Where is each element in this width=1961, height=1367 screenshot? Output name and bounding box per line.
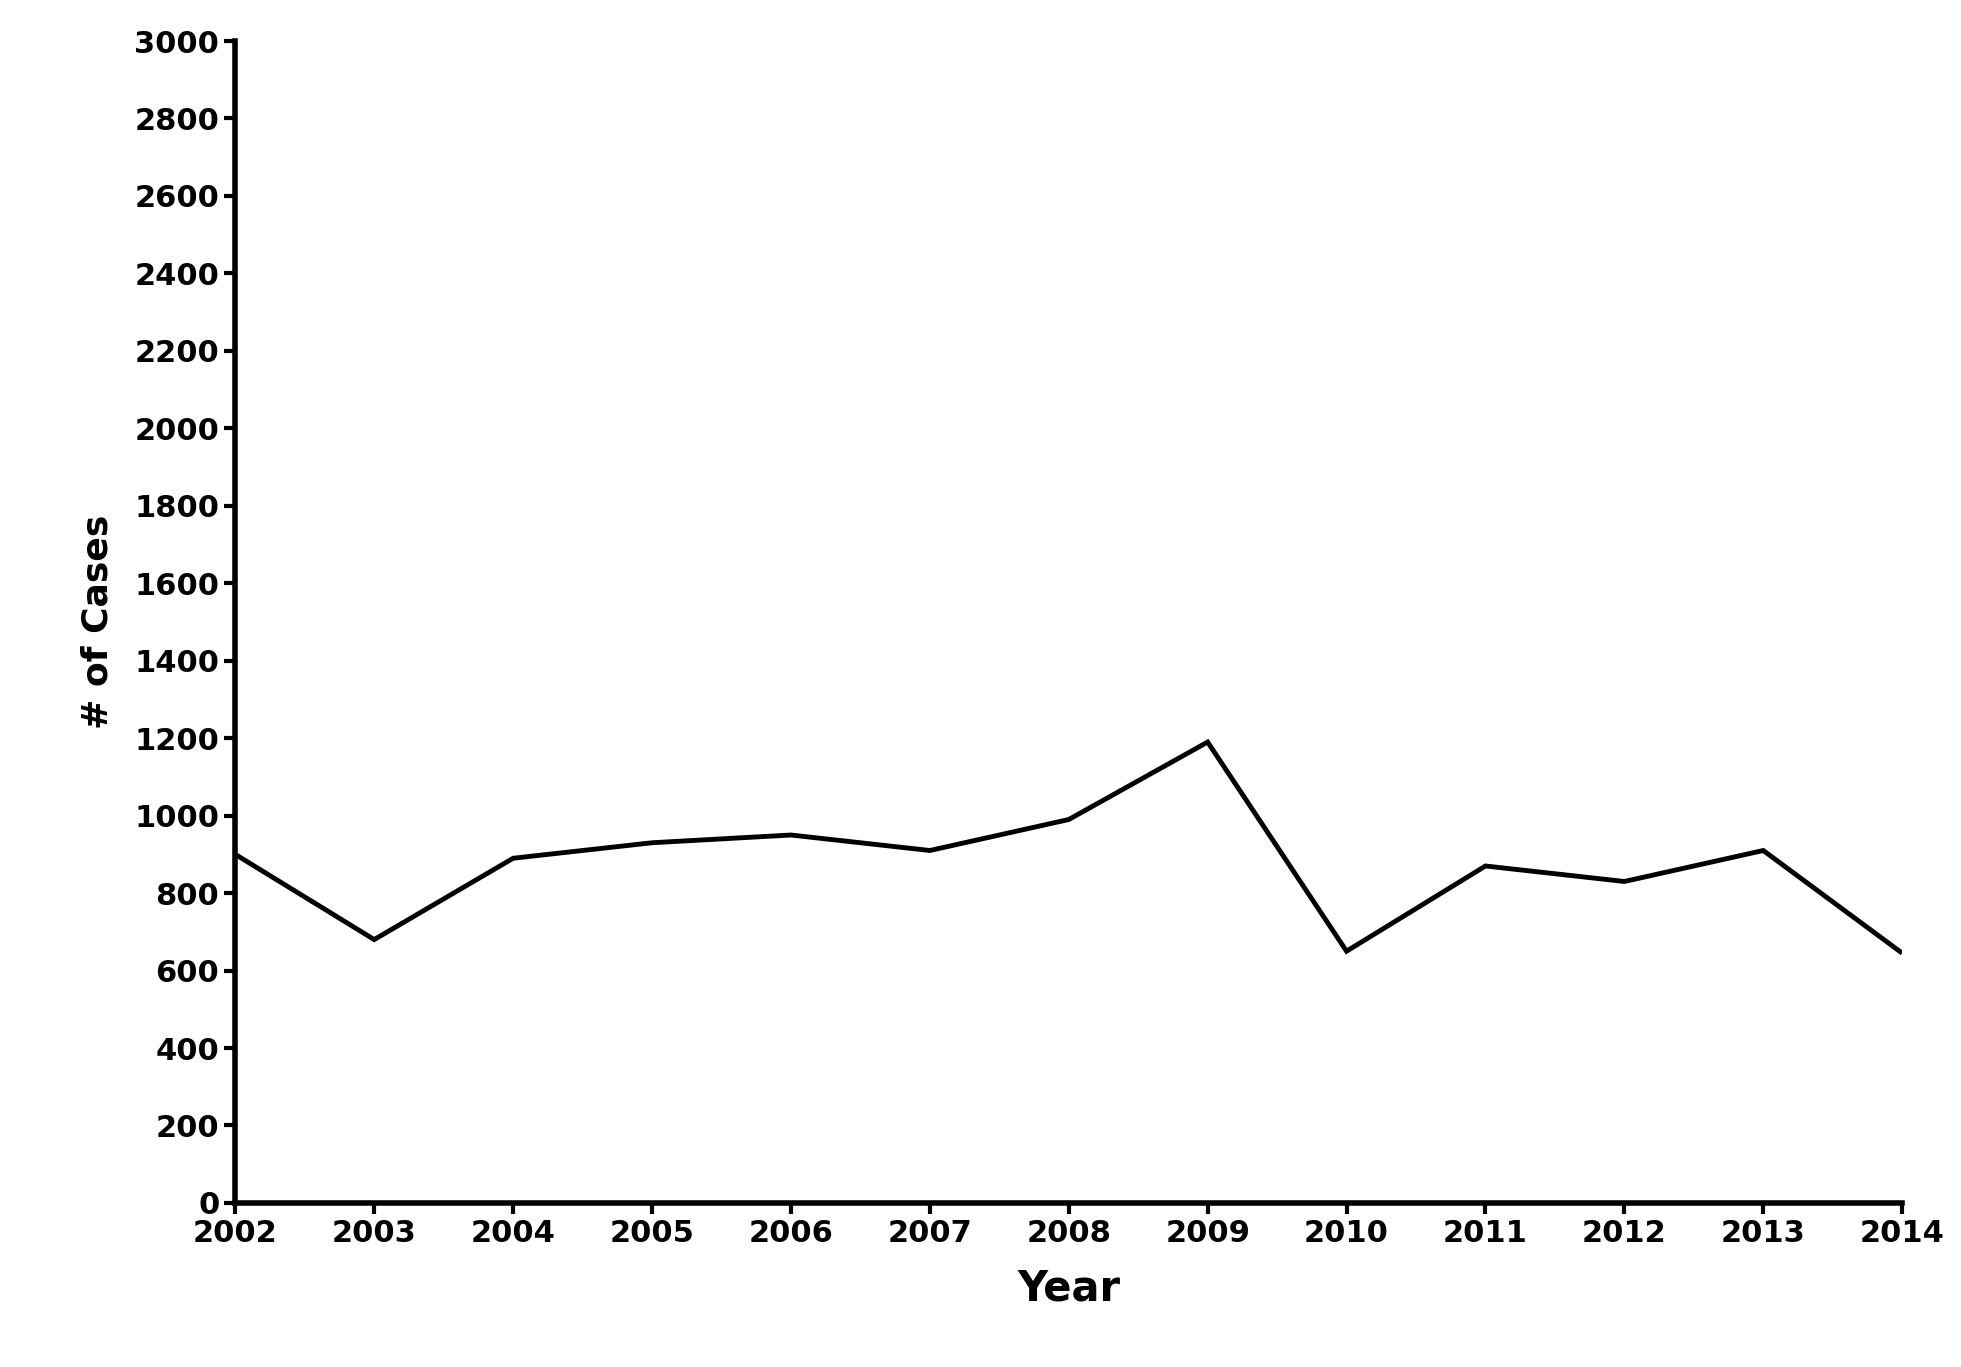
Y-axis label: # of Cases: # of Cases (80, 515, 116, 729)
X-axis label: Year: Year (1018, 1267, 1120, 1310)
